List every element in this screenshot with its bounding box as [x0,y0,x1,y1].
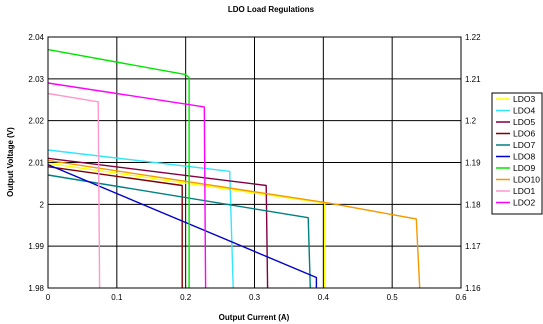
legend-label: LDO5 [513,117,535,127]
legend-label: LDO9 [513,163,535,173]
y-axis-label: Output Voltage (V) [6,127,15,197]
x-tick-label: 0.2 [180,293,192,302]
series-line-ldo9 [47,48,190,288]
y2-tick-label: 1.21 [465,75,481,84]
y2-tick-label: 1.22 [465,33,481,42]
series-line-ldo8 [47,163,318,288]
x-tick-label: 0.5 [387,293,399,302]
y-tick-label: 1.98 [28,284,44,293]
right-axis-ticks: 1.22 1.21 1.2 1.19 1.18 1.17 1.16 [465,33,481,293]
plot-grid [48,37,461,288]
legend-label: LDO1 [513,186,535,196]
left-axis-ticks: 2.04 2.03 2.02 2.01 2 1.99 1.98 [28,33,44,293]
y-tick-label: 2.01 [28,159,44,168]
legend-label: LDO3 [513,94,535,104]
y-tick-label: 2.03 [28,75,44,84]
legend-label: LDO2 [513,198,535,208]
y-tick-label: 2 [40,200,45,209]
x-tick-label: 0.6 [455,293,467,302]
x-tick-label: 0.1 [111,293,123,302]
legend-label: LDO4 [513,106,535,116]
series-line-ldo2 [47,82,207,289]
series-line-ldo6 [47,166,183,288]
y2-tick-label: 1.19 [465,159,481,168]
y2-tick-label: 1.17 [465,242,481,251]
y2-tick-label: 1.2 [465,117,477,126]
legend-label: LDO10 [513,175,540,185]
plot-frame [47,36,462,289]
legend-label: LDO6 [513,129,535,139]
series-line-ldo1 [47,92,101,289]
y2-tick-label: 1.16 [465,284,481,293]
series-line-ldo4 [47,149,234,289]
y-tick-label: 2.02 [28,117,44,126]
y-tick-label: 2.04 [28,33,44,42]
y2-tick-label: 1.18 [465,200,481,209]
series-lines [47,48,421,289]
series-line-ldo10 [47,159,421,289]
x-tick-label: 0 [46,293,51,302]
x-axis-ticks: 0 0.1 0.2 0.3 0.4 0.5 0.6 [46,293,467,302]
y-tick-label: 1.99 [28,242,44,251]
legend-label: LDO7 [513,140,535,150]
x-axis-label: Output Current (A) [219,313,290,322]
legend-box [491,92,543,215]
chart-title: LDO Load Regulations [228,5,315,14]
legend-label: LDO8 [513,152,535,162]
x-tick-label: 0.4 [318,293,330,302]
series-line-ldo5 [47,157,269,289]
series-line-ldo7 [47,174,311,289]
x-tick-label: 0.3 [249,293,261,302]
